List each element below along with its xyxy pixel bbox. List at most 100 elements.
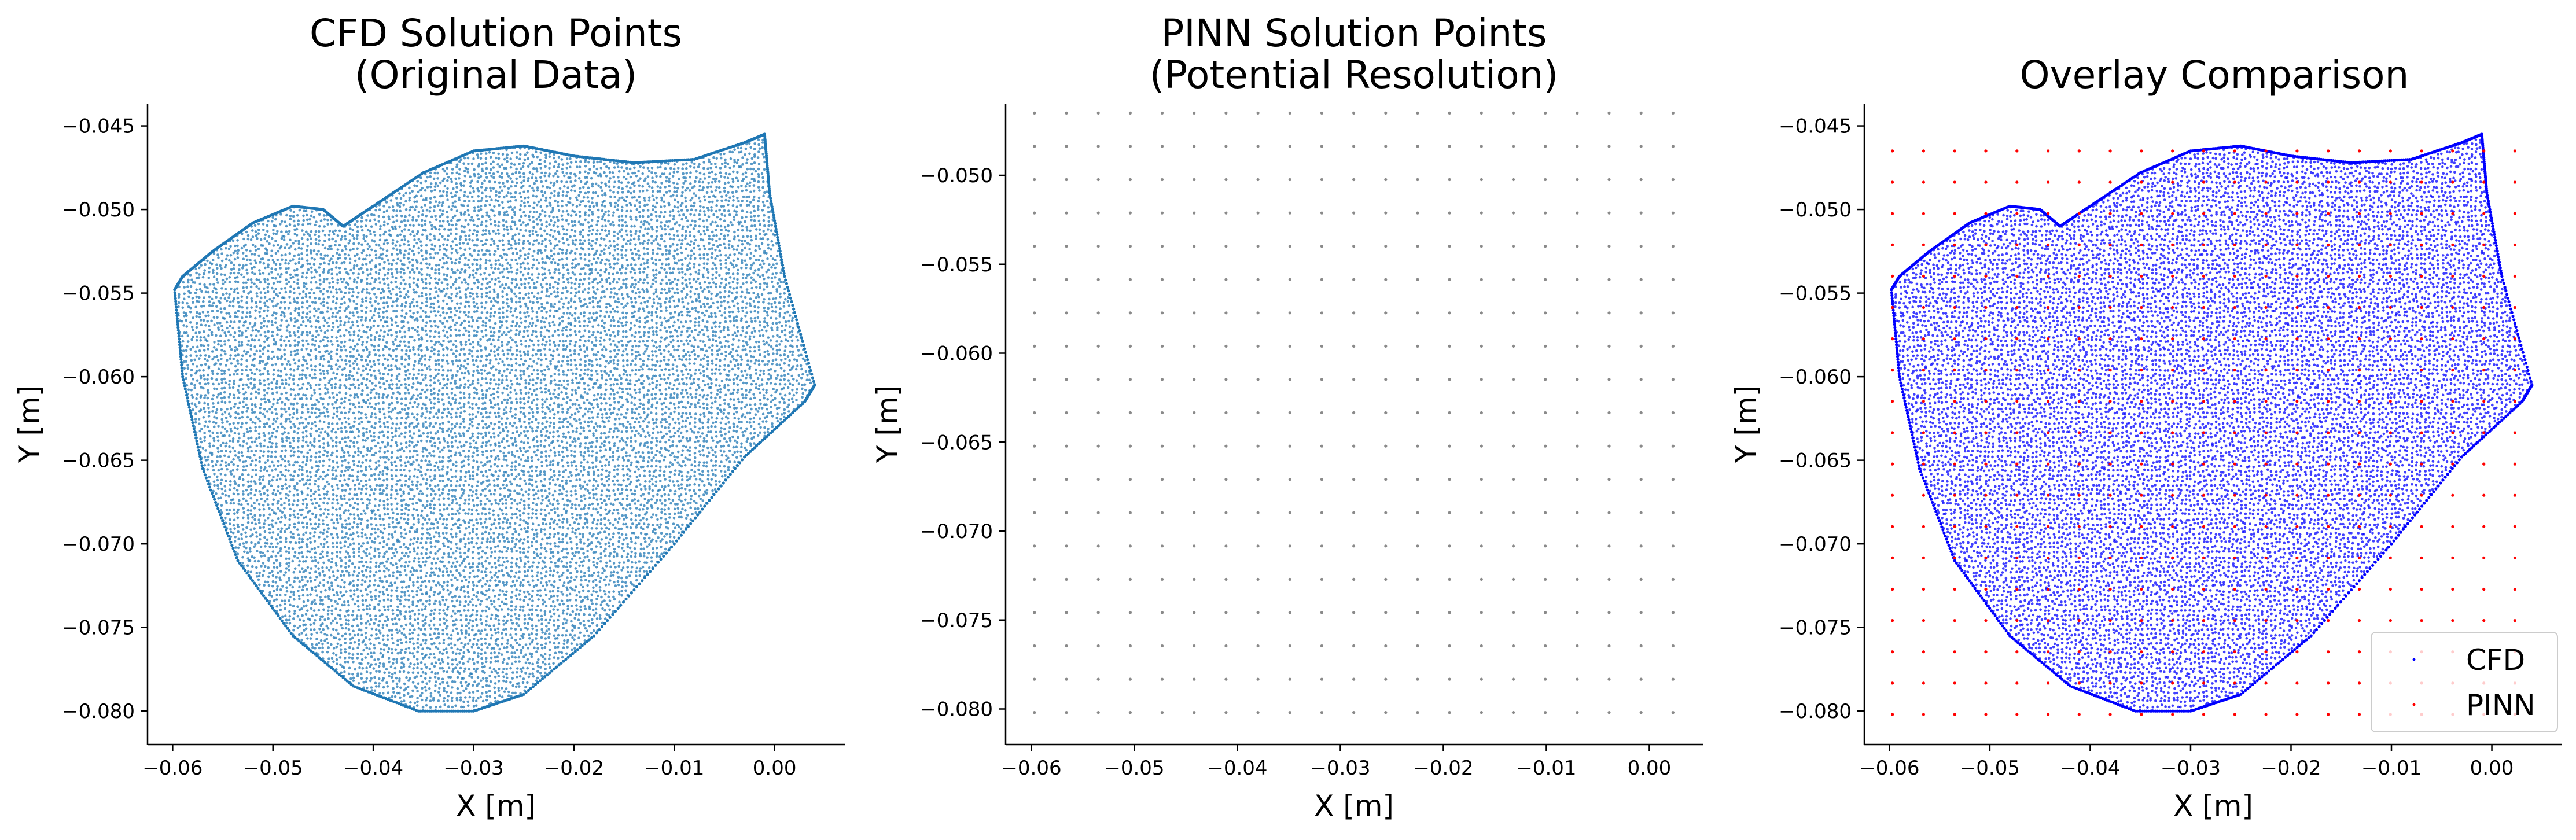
cfd-point xyxy=(354,668,356,671)
cfd-point xyxy=(286,329,289,332)
cfd-point xyxy=(258,572,261,574)
cfd-point xyxy=(336,576,339,579)
cfd-point xyxy=(356,253,359,256)
cfd-point xyxy=(289,603,292,606)
cfd-point xyxy=(416,233,419,235)
cfd-point xyxy=(301,237,304,240)
cfd-point xyxy=(314,528,317,530)
cfd-point xyxy=(402,204,405,207)
cfd-point xyxy=(256,444,259,447)
cfd-point xyxy=(434,684,437,687)
cfd-point xyxy=(421,692,424,695)
cfd-point xyxy=(273,498,275,501)
cfd-point xyxy=(429,503,432,506)
cfd-point xyxy=(191,326,194,329)
cfd-point xyxy=(413,245,415,248)
cfd-point xyxy=(357,292,360,294)
cfd-point xyxy=(426,340,429,342)
cfd-point xyxy=(284,514,286,517)
cfd-point xyxy=(281,485,284,488)
cfd-point xyxy=(339,316,342,319)
cfd-point xyxy=(351,526,354,529)
cfd-point xyxy=(422,378,425,381)
cfd-point xyxy=(289,285,292,288)
cfd-point xyxy=(409,248,411,251)
cfd-point xyxy=(314,269,317,272)
cfd-point xyxy=(392,691,395,694)
cfd-point xyxy=(434,552,437,555)
cfd-point xyxy=(336,407,339,410)
cfd-point xyxy=(341,570,344,573)
cfd-point xyxy=(311,600,314,603)
cfd-point xyxy=(378,393,381,396)
cfd-point xyxy=(369,319,371,322)
cfd-point xyxy=(430,511,433,514)
cfd-point xyxy=(417,514,419,517)
cfd-point xyxy=(311,277,314,279)
cfd-point xyxy=(354,641,356,644)
cfd-point xyxy=(395,348,398,351)
cfd-point xyxy=(324,331,327,334)
cfd-point xyxy=(326,310,329,313)
cfd-point xyxy=(221,260,224,263)
cfd-point xyxy=(295,307,297,310)
cfd-point xyxy=(273,562,275,565)
cfd-point xyxy=(272,305,275,308)
cfd-point xyxy=(310,252,312,255)
cfd-point xyxy=(429,297,432,300)
cfd-point xyxy=(268,507,271,510)
cfd-point xyxy=(263,394,266,397)
cfd-point xyxy=(313,599,316,602)
cfd-point xyxy=(222,279,225,282)
cfd-point xyxy=(345,502,348,504)
cfd-point xyxy=(387,605,389,608)
cfd-point xyxy=(378,464,381,467)
cfd-point xyxy=(378,484,381,487)
cfd-point xyxy=(290,353,293,356)
cfd-point xyxy=(337,326,340,329)
cfd-point xyxy=(395,315,398,318)
cfd-point xyxy=(366,519,369,522)
cfd-point xyxy=(279,521,282,524)
cfd-point xyxy=(399,479,402,482)
cfd-point xyxy=(279,530,282,533)
cfd-point xyxy=(348,628,351,631)
cfd-point xyxy=(409,641,411,644)
cfd-point xyxy=(365,627,368,629)
cfd-point xyxy=(297,253,300,256)
cfd-point xyxy=(405,353,408,356)
cfd-point xyxy=(382,339,385,342)
cfd-point xyxy=(388,403,391,406)
cfd-point xyxy=(206,378,209,381)
cfd-point xyxy=(428,599,431,602)
cfd-point xyxy=(193,384,196,387)
cfd-point xyxy=(418,429,421,432)
cfd-point xyxy=(387,259,389,262)
cfd-point xyxy=(215,305,218,308)
cfd-point xyxy=(381,627,384,629)
cfd-point xyxy=(206,459,209,462)
cfd-point xyxy=(289,445,292,448)
cfd-point xyxy=(203,407,205,410)
cfd-point xyxy=(356,428,359,430)
cfd-point xyxy=(241,267,244,270)
cfd-point xyxy=(331,552,334,555)
cfd-point xyxy=(332,396,335,399)
cfd-point xyxy=(347,305,350,308)
cfd-point xyxy=(277,572,279,574)
cfd-point xyxy=(384,416,387,419)
cfd-point xyxy=(421,620,424,622)
cfd-point xyxy=(323,406,326,409)
cfd-point xyxy=(390,665,393,668)
cfd-point xyxy=(364,240,367,243)
cfd-point xyxy=(388,629,391,632)
cfd-point xyxy=(403,694,406,697)
cfd-point xyxy=(357,435,360,438)
cfd-point xyxy=(275,412,278,415)
cfd-point xyxy=(311,513,314,515)
cfd-point xyxy=(336,533,338,536)
cfd-point xyxy=(428,315,431,318)
cfd-point xyxy=(318,434,321,437)
cfd-point xyxy=(344,230,347,233)
cfd-point xyxy=(426,697,429,699)
